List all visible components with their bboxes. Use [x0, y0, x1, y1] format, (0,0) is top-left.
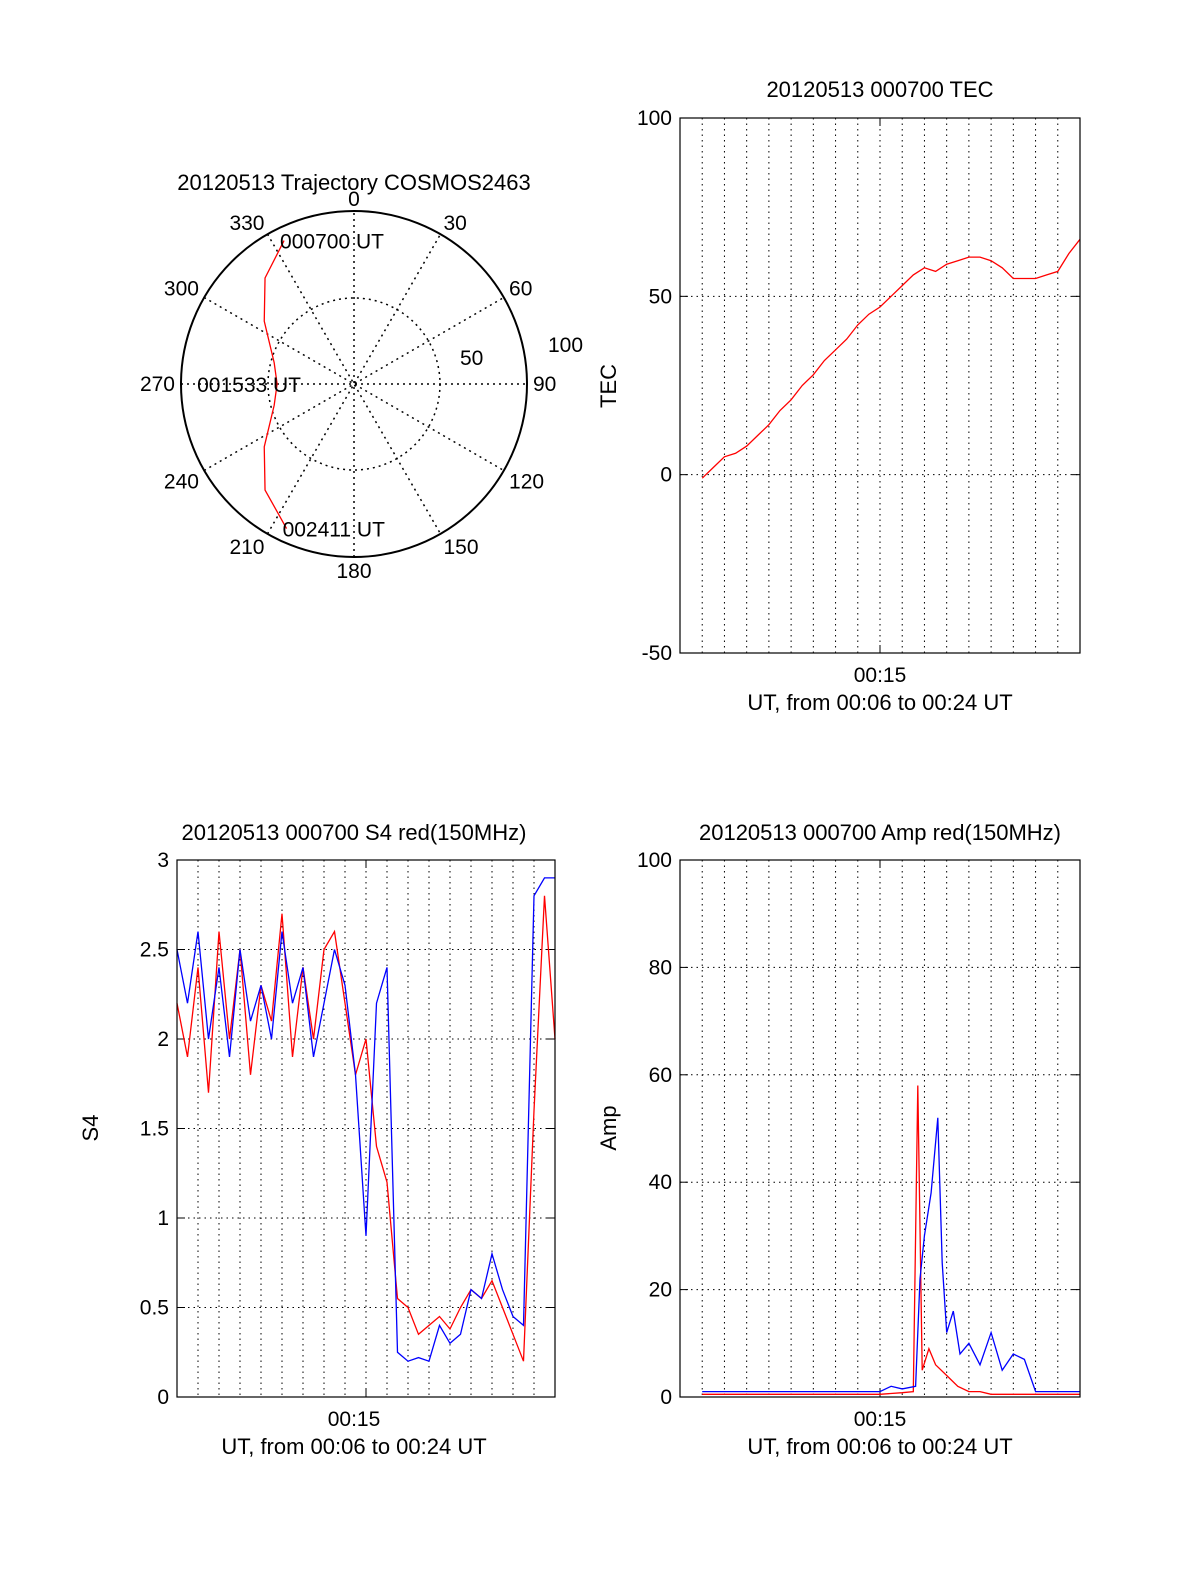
s4-series [176, 877, 556, 1363]
s4-y-axis-label: S4 [78, 1115, 103, 1142]
polar-azimuth-label-0: 0 [348, 188, 360, 211]
polar-trajectory-line [263, 240, 288, 529]
polar-spoke-30 [266, 233, 442, 535]
tec-y-tick-label: 100 [637, 107, 672, 130]
s4-y-tick-label: 1.5 [140, 1118, 169, 1141]
s4-y-tick-labels: 3 2.5 2 1.5 1 0.5 0 [140, 849, 169, 1409]
polar-ring-label-50: 50 [460, 347, 483, 370]
amp-y-axis-label: Amp [596, 1105, 621, 1150]
s4-y-tick-label: 2 [157, 1028, 169, 1051]
s4-y-tick-label: 2.5 [140, 939, 169, 962]
polar-azimuth-label-90: 90 [533, 373, 556, 396]
amp-y-tick-labels: 100 80 60 40 20 0 [637, 849, 672, 1409]
s4-x-tick-label: 00:15 [328, 1408, 381, 1431]
amp-series [702, 1085, 1080, 1395]
amp-y-tick-label: 40 [649, 1171, 672, 1194]
polar-trajectory-label: 001533 UT [197, 374, 301, 397]
tec-y-tick-label: 50 [649, 285, 672, 308]
amp-x-tick-label: 00:15 [854, 1408, 907, 1431]
s4-title: 20120513 000700 S4 red(150MHz) [182, 820, 527, 845]
polar-azimuth-label-60: 60 [509, 278, 532, 301]
tec-y-tick-label: 0 [660, 464, 672, 487]
polar-azimuth-label-270: 270 [140, 373, 175, 396]
tec-series [701, 238, 1081, 479]
polar-spoke-150 [266, 233, 442, 535]
polar-trajectory-label: 002411 UT [283, 519, 386, 542]
amp-plot-frame [679, 859, 1081, 1398]
tec-x-axis-label: UT, from 00:06 to 00:24 UT [747, 690, 1012, 715]
s4-y-tick-label: 1 [157, 1207, 169, 1230]
polar-spokes [181, 211, 527, 557]
polar-spoke-60 [203, 296, 505, 472]
tec-y-axis-label: TEC [596, 364, 621, 408]
s4-x-axis-label: UT, from 00:06 to 00:24 UT [221, 1434, 486, 1459]
tec-y-tick-labels: 100 50 0 -50 [637, 107, 672, 665]
amp-grid [680, 859, 1080, 1398]
amp-y-tick-label: 20 [649, 1279, 672, 1302]
amp-y-tick-label: 60 [649, 1064, 672, 1087]
polar-azimuth-label-240: 240 [164, 471, 199, 494]
polar-azimuth-label-330: 330 [229, 212, 264, 235]
tec-plot-frame [679, 117, 1081, 654]
amp-series-blue-line [702, 1117, 1080, 1393]
tec-panel: 20120513 000700 TEC 100 50 0 -50 00:15 UT, … [596, 77, 1081, 715]
polar-trajectory-labels: 000700 UT 001533 UT 002411 UT [197, 231, 385, 542]
polar-trajectory-label: 000700 UT [280, 231, 384, 254]
amp-title: 20120513 000700 Amp red(150MHz) [699, 820, 1061, 845]
s4-panel: 20120513 000700 S4 red(150MHz) 3 2.5 2 1.5 1… [78, 820, 556, 1459]
tec-series-red-line [701, 238, 1081, 479]
amp-panel: 20120513 000700 Amp red(150MHz) 100 80 60 4… [596, 820, 1081, 1459]
amp-x-axis-label: UT, from 00:06 to 00:24 UT [747, 1434, 1012, 1459]
amp-y-tick-label: 100 [637, 849, 672, 872]
tec-x-tick-label: 00:15 [854, 664, 907, 687]
polar-spoke-120 [203, 296, 505, 472]
tec-grid [680, 117, 1080, 654]
polar-azimuth-label-120: 120 [509, 471, 544, 494]
polar-panel: 20120513 Trajectory COSMOS2463 0 30 60 90 12… [140, 170, 583, 583]
polar-azimuth-label-300: 300 [164, 278, 199, 301]
s4-grid [177, 859, 555, 1398]
polar-title: 20120513 Trajectory COSMOS2463 [177, 170, 530, 195]
s4-plot-frame [176, 859, 556, 1398]
polar-azimuth-label-180: 180 [336, 560, 371, 583]
tec-y-tick-label: -50 [642, 642, 672, 665]
s4-y-tick-label: 0 [157, 1386, 169, 1409]
polar-azimuth-label-150: 150 [444, 536, 479, 559]
polar-ring-label-100: 100 [548, 334, 583, 357]
polar-azimuth-label-30: 30 [444, 212, 467, 235]
amp-y-tick-label: 0 [660, 1386, 672, 1409]
amp-y-tick-label: 80 [649, 956, 672, 979]
s4-y-tick-label: 3 [157, 849, 169, 872]
polar-azimuth-label-210: 210 [229, 536, 264, 559]
polar-azimuth-labels: 0 30 60 90 120 150 180 210 240 270 300 330 [140, 188, 556, 583]
amp-series-red-line [702, 1085, 1080, 1395]
s4-y-tick-label: 0.5 [140, 1297, 169, 1320]
tec-title: 20120513 000700 TEC [766, 77, 993, 102]
s4-series-blue-line [176, 877, 555, 1363]
